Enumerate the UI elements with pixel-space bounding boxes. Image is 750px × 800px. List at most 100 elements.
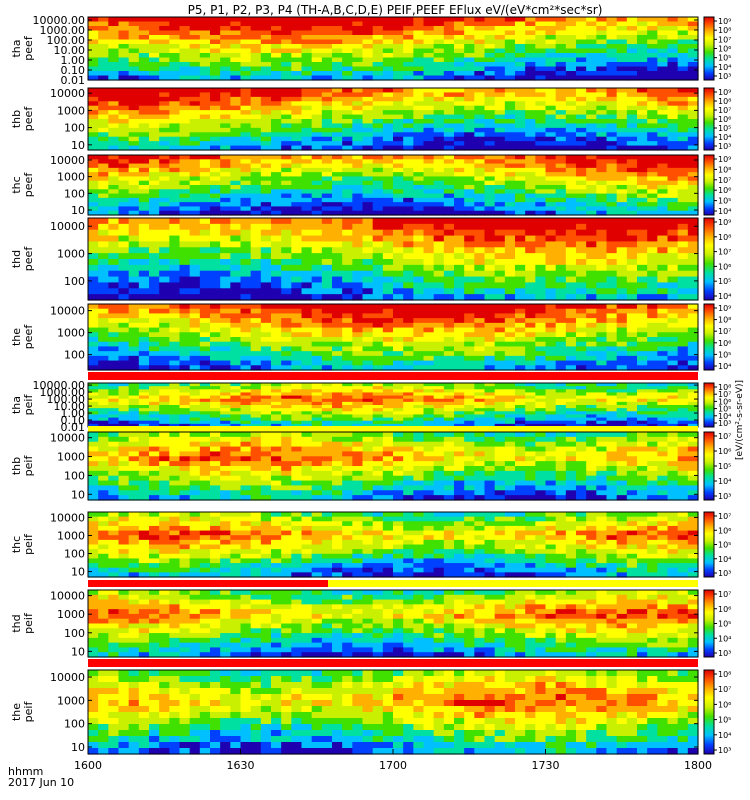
y-tick-label: 10	[71, 645, 85, 658]
x-tick-label: 1700	[379, 759, 407, 772]
y-axis-label: thdpeif	[10, 612, 35, 634]
y-tick-label: 1.00	[61, 407, 86, 420]
colorbar-tick-label: 10⁷	[718, 432, 731, 441]
colorbar-tick-label: 10⁸	[718, 670, 731, 679]
colorbar-tick-label: 10⁷	[718, 327, 731, 336]
y-tick-label: 10	[71, 204, 85, 217]
panel-stack: 10000.001000.00100.0010.001.000.100.01th…	[10, 14, 731, 755]
y-tick-label: 100	[64, 548, 85, 561]
colorbar-tick-label: 10⁸	[718, 316, 731, 325]
colorbar-tick-label: 10⁶	[718, 262, 731, 271]
colorbar-thc-peif: 10⁷ 10⁶ 10⁵ 10⁴ 10³	[703, 511, 731, 578]
colorbar-tick-label: 10⁵	[718, 197, 731, 206]
y-tick-label: 100	[64, 469, 85, 482]
y-axis-label: thepeef	[10, 324, 35, 350]
colorbar-tick-label: 10⁷	[718, 248, 731, 257]
y-tick-label: 10	[71, 488, 85, 501]
y-axis-the-peif: 10000 1000 100 10	[50, 671, 698, 754]
colorbar-tick-label: 10⁷	[718, 590, 731, 599]
panel-frame	[87, 16, 699, 81]
colorbar-tick-label: 10⁴	[718, 555, 731, 564]
y-axis-label: thbpeif	[10, 455, 35, 477]
colorbar-tick-label: 10⁶	[718, 397, 731, 406]
panel-frame	[87, 431, 699, 501]
y-tick-label: 100.00	[47, 34, 86, 47]
y-tick-label: 100	[64, 627, 85, 640]
heatmap-thc-peef	[88, 155, 699, 216]
colorbar-tick-label: 10⁵	[718, 350, 731, 359]
panel-the-peef: 10000 1000 100 thepeef 10⁹ 10⁸ 10⁷ 10⁶ 10⁵ 10⁴	[10, 303, 731, 380]
y-axis-label: thbpeef	[10, 106, 35, 132]
colorbar-tick-label: 10³	[718, 492, 731, 501]
y-tick-label: 0.10	[61, 414, 86, 427]
panel-frame	[87, 589, 699, 658]
y-tick-label: 10000	[50, 671, 85, 684]
colorbar-tick-label: 10⁴	[718, 477, 731, 486]
panel-frame	[87, 511, 699, 578]
y-tick-label: 10000	[50, 305, 85, 318]
colorbar-tick-label: 10⁴	[718, 412, 731, 421]
heatmap-thc-peif	[88, 512, 699, 578]
y-axis-label: thepeif	[10, 701, 35, 723]
heatmap-the-peif	[88, 670, 699, 755]
y-tick-label: 0.01	[61, 74, 86, 87]
y-tick-label: 10000.00	[33, 379, 86, 392]
colorbar-tick-label: 10⁹	[718, 218, 731, 227]
colorbar-tick-label: 10⁵	[718, 462, 731, 471]
colorbar-tick-label: 10⁸	[718, 165, 731, 174]
y-tick-label: 10000	[50, 590, 85, 603]
y-tick-label: 1000	[57, 104, 85, 117]
colorbar-tick-label: 10⁴	[718, 133, 731, 142]
y-axis-the-peef: 10000 1000 100	[50, 305, 698, 362]
colorbar-tick-label: 10⁴	[718, 362, 731, 371]
colorbar-the-peif: 10⁸ 10⁷ 10⁶ 10⁵ 10⁴ 10³	[703, 669, 731, 755]
panel-tha-peif: 10000.001000.00100.0010.001.000.100.01th…	[10, 379, 731, 434]
panel-frame	[87, 154, 699, 216]
y-axis-thc-peef: 10000 1000 100 10	[50, 154, 698, 217]
y-tick-label: 1000	[57, 327, 85, 340]
colorbar-tick-label: 10⁸	[718, 383, 731, 392]
y-axis-thd-peef: 10000 1000 100	[50, 220, 698, 288]
flag-bar	[88, 659, 698, 667]
y-axis-thd-peif: 10000 1000 100 10	[50, 590, 698, 658]
colorbar-tick-label: 10⁷	[718, 35, 731, 44]
time-axis: 1600 1630 1700 1730 1800	[74, 749, 712, 772]
colorbar-thd-peif: 10⁷ 10⁶ 10⁵ 10⁴ 10³	[703, 589, 731, 658]
y-tick-label: 10.00	[54, 400, 86, 413]
y-tick-label: 10000	[50, 220, 85, 233]
colorbar-thb-peif: 10⁷ 10⁶ 10⁵ 10⁴ 10³	[703, 431, 731, 501]
colorbar-thd-peef: 10⁹ 10⁸ 10⁷ 10⁶ 10⁵ 10⁴	[703, 217, 731, 301]
colorbar-tick-label: 10⁴	[718, 207, 731, 216]
colorbar-tick-label: 10⁷	[718, 176, 731, 185]
colorbar-tick-label: 10⁵	[718, 541, 731, 550]
y-tick-label: 1000	[57, 529, 85, 542]
colorbar-tick-label: 10³	[718, 142, 731, 151]
panel-tha-peef: 10000.001000.00100.0010.001.000.100.01th…	[10, 14, 731, 87]
colorbar-tick-label: 10⁵	[718, 405, 731, 414]
y-tick-label: 0.01	[61, 421, 86, 434]
colorbar-tick-label: 10⁵	[718, 277, 731, 286]
panel-frame	[87, 217, 699, 301]
colorbar-tick-label: 10⁴	[718, 731, 731, 740]
colorbar-tick-label: 10⁶	[718, 447, 731, 456]
colorbar-tick-label: 10⁶	[718, 186, 731, 195]
panel-thc-peif: 10000 1000 100 10 thcpeif 10⁷ 10⁶ 10⁵ 10⁴ 10³	[10, 511, 731, 587]
colorbar-tick-label: 10⁵	[718, 716, 731, 725]
colorbar-tick-label: 10³	[718, 649, 731, 658]
colorbar-tick-label: 10⁹	[718, 155, 731, 164]
colorbar-tick-label: 10⁹	[718, 17, 731, 26]
y-axis-label: thapeif	[10, 394, 35, 416]
y-tick-label: 10000	[50, 87, 85, 100]
y-tick-label: 10.00	[54, 44, 86, 57]
panel-thb-peif: 10000 1000 100 10 thbpeif 10⁷ 10⁶ 10⁵ 10⁴ 10³	[10, 431, 731, 501]
colorbar-tick-label: 10³	[718, 72, 731, 81]
y-axis-label: thapeef	[10, 35, 35, 61]
y-tick-label: 100.00	[47, 393, 86, 406]
panel-frame	[87, 303, 699, 371]
colorbar-tick-label: 10⁵	[718, 54, 731, 63]
colorbar-tick-label: 10⁵	[718, 620, 731, 629]
y-tick-label: 10000	[50, 154, 85, 167]
